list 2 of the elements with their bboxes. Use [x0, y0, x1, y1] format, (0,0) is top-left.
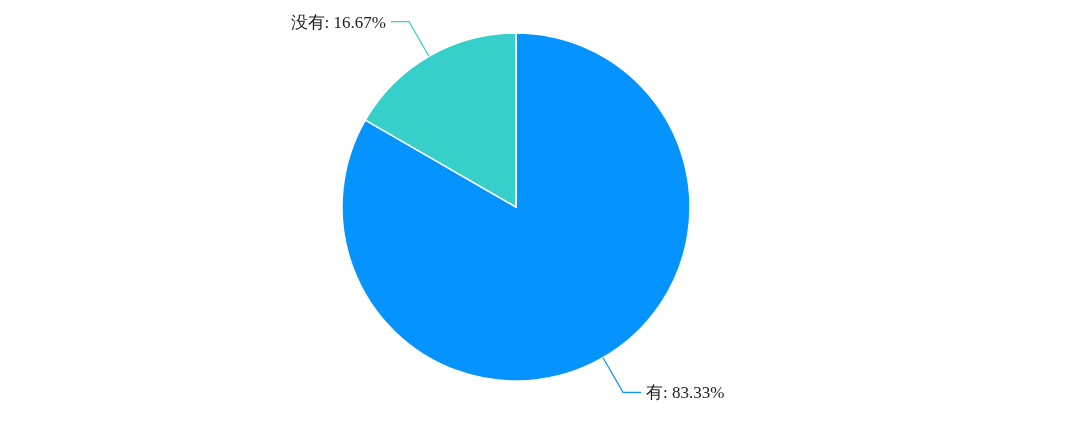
- slice-label: 没有: 16.67%: [290, 12, 386, 32]
- slice-label: 有: 83.33%: [646, 383, 725, 403]
